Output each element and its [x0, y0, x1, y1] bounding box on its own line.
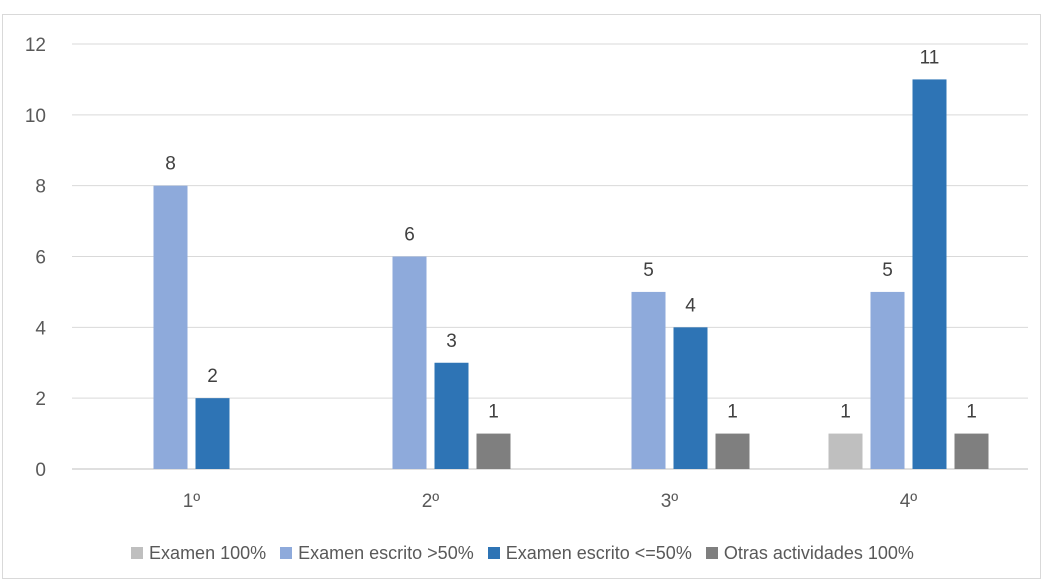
y-axis-tick-labels: 0 2 4 6 8 10 12	[25, 35, 47, 481]
legend-swatch	[280, 547, 293, 559]
bar	[954, 433, 989, 469]
legend-label: Examen escrito >50%	[298, 542, 474, 563]
bar	[870, 291, 905, 469]
legend-swatch	[487, 547, 500, 559]
y-tick-label: 6	[35, 248, 46, 269]
data-label: 1	[966, 402, 977, 423]
bar	[195, 398, 230, 469]
data-label: 8	[165, 154, 176, 175]
legend-label: Otras actividades 100%	[723, 542, 914, 563]
x-tick-label: 3º	[661, 491, 679, 512]
bar	[153, 185, 188, 469]
y-tick-label: 10	[25, 106, 46, 127]
bar	[912, 79, 947, 470]
x-tick-label: 1º	[183, 491, 201, 512]
bar	[434, 362, 469, 469]
legend-item: Examen escrito >50%	[280, 543, 474, 564]
legend-swatch	[131, 547, 144, 559]
legend: Examen 100% Examen escrito >50% Examen esc…	[0, 539, 1045, 567]
y-tick-label: 0	[35, 460, 46, 481]
data-label: 3	[446, 331, 457, 352]
y-tick-label: 2	[35, 389, 46, 410]
data-label: 5	[882, 260, 893, 281]
data-label: 11	[920, 47, 940, 68]
x-tick-label: 2º	[422, 491, 440, 512]
data-label: 1	[727, 402, 738, 423]
legend-item: Examen 100%	[131, 543, 266, 564]
legend-item: Otras actividades 100%	[705, 542, 914, 564]
data-label: 4	[685, 295, 696, 316]
data-label: 6	[404, 225, 415, 246]
x-tick-label: 4º	[900, 491, 918, 512]
bar	[673, 327, 708, 469]
bar	[828, 433, 863, 469]
bars	[153, 79, 989, 470]
legend-swatch	[705, 547, 718, 559]
data-label: 1	[840, 402, 851, 423]
legend-item: Examen escrito <=50%	[487, 542, 692, 564]
data-label: 5	[643, 260, 654, 281]
gridlines	[72, 43, 1028, 470]
data-label: 2	[207, 366, 218, 387]
y-tick-label: 8	[35, 177, 46, 198]
y-tick-label: 4	[35, 318, 46, 339]
legend-label: Examen 100%	[149, 542, 267, 563]
bar	[631, 291, 666, 469]
x-axis-tick-labels: 1º 2º 3º 4º	[183, 491, 918, 512]
bar	[715, 433, 750, 469]
y-tick-label: 12	[25, 35, 46, 56]
bar	[476, 433, 511, 469]
legend-label: Examen escrito <=50%	[505, 542, 692, 563]
bar	[392, 256, 427, 469]
data-label: 1	[488, 402, 499, 423]
